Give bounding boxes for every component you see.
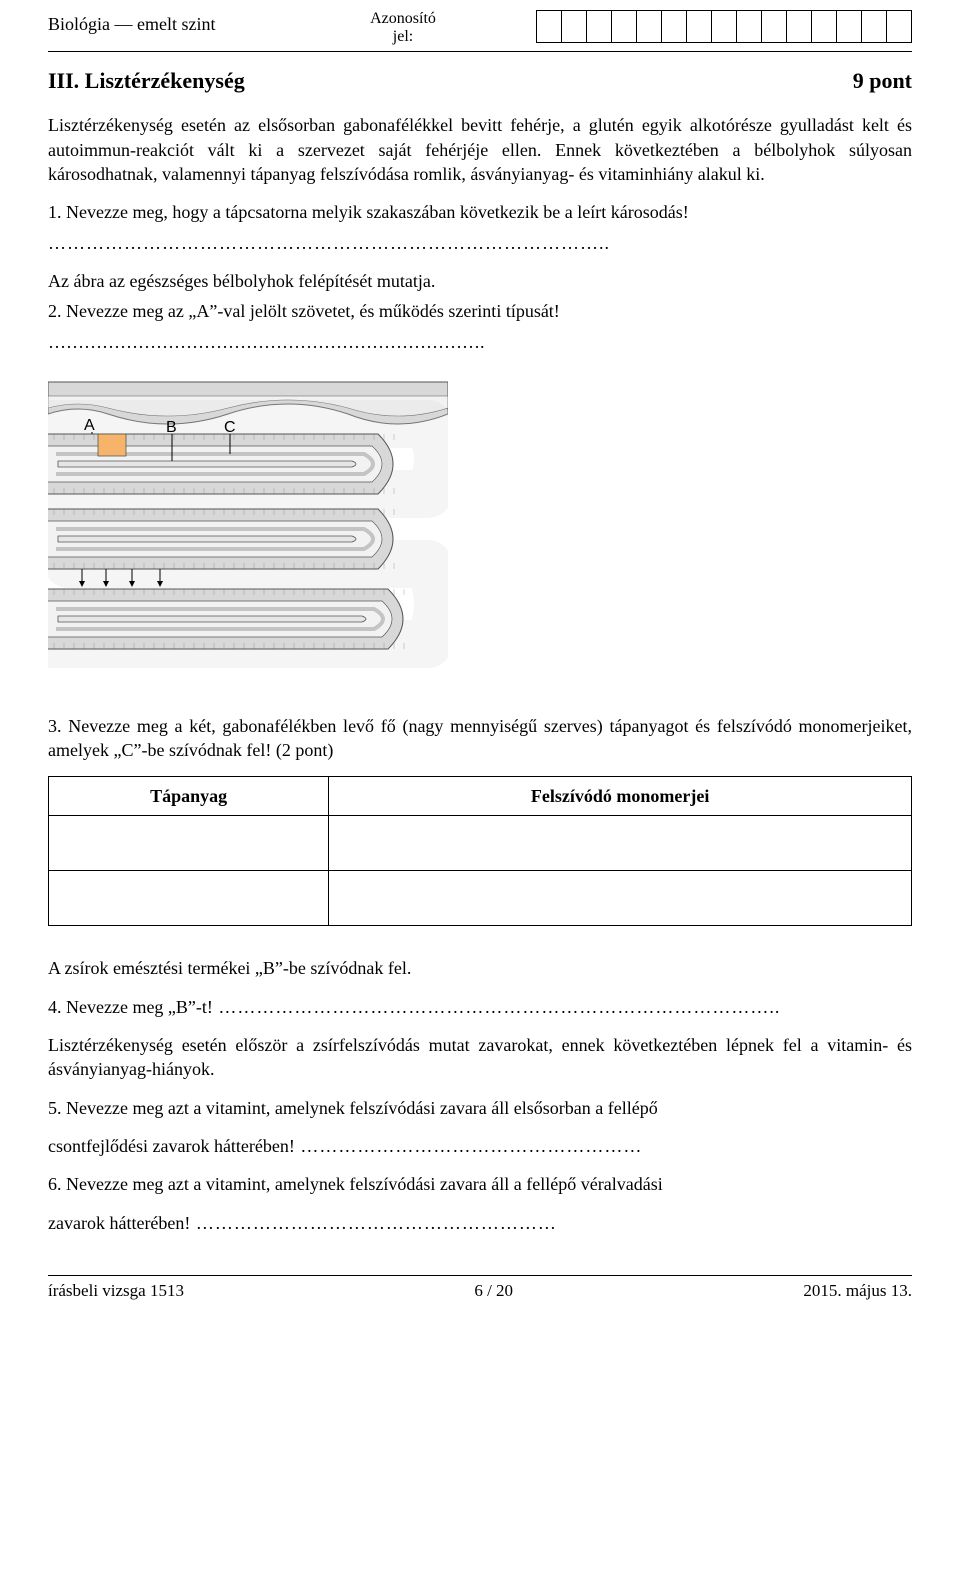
footer-left: írásbeli vizsga 1513 [48, 1280, 184, 1303]
answer-line-2[interactable] [48, 330, 912, 354]
question-6-prefix: zavarok hátterében! [48, 1213, 190, 1233]
id-box[interactable] [686, 10, 712, 43]
id-box-grid [536, 10, 912, 43]
id-box[interactable] [711, 10, 737, 43]
question-6-line2: zavarok hátterében! ………………………………………………… [48, 1211, 912, 1235]
section-heading: III. Lisztérzékenység 9 pont [48, 66, 912, 96]
table-header-monomer: Felszívódó monomerjei [329, 777, 912, 816]
question-4-prefix: 4. Nevezze meg „B”-t! [48, 997, 213, 1017]
id-box[interactable] [586, 10, 612, 43]
answer-line-1[interactable] [48, 231, 912, 255]
footer-center: 6 / 20 [474, 1280, 513, 1303]
page-header: Biológia — emelt szint Azonosító jel: [48, 8, 912, 52]
id-label: Azonosító jel: [358, 8, 448, 47]
intro-paragraph: Lisztérzékenység esetén az elsősorban ga… [48, 113, 912, 186]
figure-lead-text: Az ábra az egészséges bélbolyhok felépít… [48, 269, 912, 293]
svg-text:C: C [224, 419, 236, 436]
id-box[interactable] [661, 10, 687, 43]
table-cell[interactable] [49, 871, 329, 926]
question-5-line2: csontfejlődési zavarok hátterében! ……………… [48, 1134, 912, 1158]
question-5-prefix: csontfejlődési zavarok hátterében! [48, 1136, 295, 1156]
subject-level: Biológia — emelt szint [48, 8, 358, 36]
id-box[interactable] [736, 10, 762, 43]
id-box[interactable] [886, 10, 912, 43]
footer-right: 2015. május 13. [803, 1280, 912, 1303]
table-cell[interactable] [329, 816, 912, 871]
id-box[interactable] [786, 10, 812, 43]
question-4: 4. Nevezze meg „B”-t! ………………………………………………… [48, 995, 912, 1019]
question-1: 1. Nevezze meg, hogy a tápcsatorna melyi… [48, 200, 912, 224]
page-footer: írásbeli vizsga 1513 6 / 20 2015. május … [48, 1276, 912, 1303]
id-box[interactable] [536, 10, 562, 43]
svg-text:B: B [166, 419, 177, 436]
section-points: 9 pont [853, 66, 912, 96]
answer-line-6[interactable]: ………………………………………………… [190, 1213, 557, 1233]
nutrient-table: Tápanyag Felszívódó monomerjei [48, 776, 912, 926]
question-3: 3. Nevezze meg a két, gabonafélékben lev… [48, 714, 912, 763]
table-cell[interactable] [329, 871, 912, 926]
answer-line-5[interactable]: ……………………………………………… [295, 1136, 643, 1156]
id-box[interactable] [611, 10, 637, 43]
id-box[interactable] [761, 10, 787, 43]
villus-figure: A B C [48, 364, 448, 674]
id-box[interactable] [861, 10, 887, 43]
answer-line-4[interactable]: …………………………………………………………………………….. [213, 997, 781, 1017]
table-cell[interactable] [49, 816, 329, 871]
section-title: III. Lisztérzékenység [48, 66, 245, 96]
table-header-nutrient: Tápanyag [49, 777, 329, 816]
id-box[interactable] [561, 10, 587, 43]
question-5-line1: 5. Nevezze meg azt a vitamint, amelynek … [48, 1096, 912, 1120]
id-box[interactable] [811, 10, 837, 43]
id-box[interactable] [636, 10, 662, 43]
fat-paragraph: A zsírok emésztési termékei „B”-be szívó… [48, 956, 912, 980]
id-label-line1: Azonosító [370, 10, 436, 27]
question-2: 2. Nevezze meg az „A”-val jelölt szövete… [48, 299, 912, 323]
svg-text:A: A [84, 417, 95, 434]
id-box[interactable] [836, 10, 862, 43]
question-6-line1: 6. Nevezze meg azt a vitamint, amelynek … [48, 1172, 912, 1196]
liszt-paragraph-2: Lisztérzékenység esetén először a zsírfe… [48, 1033, 912, 1082]
id-label-line2: jel: [393, 28, 413, 45]
